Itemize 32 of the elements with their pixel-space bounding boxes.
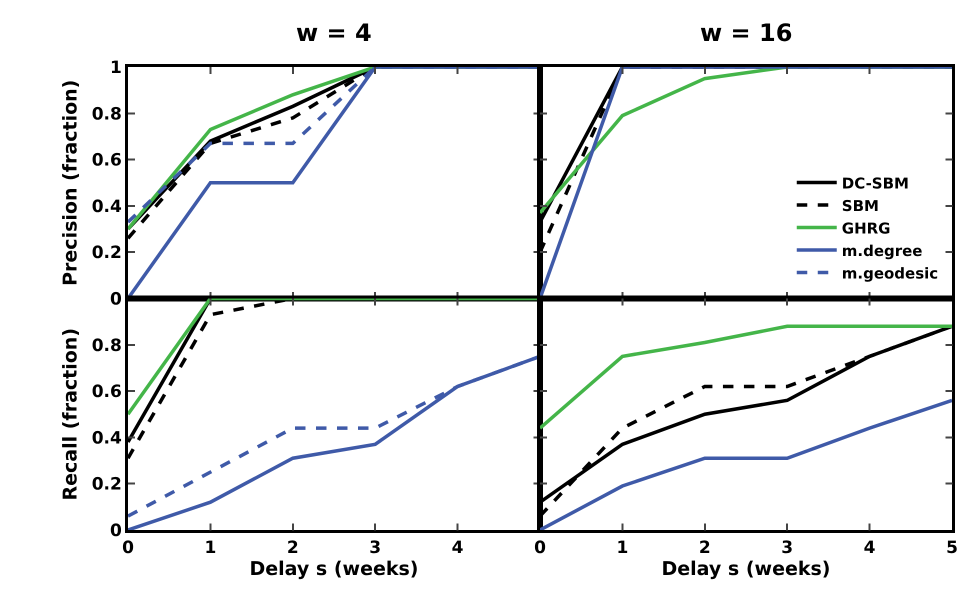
legend-label: GHRG (842, 219, 890, 238)
y-tick-label: 0.8 (92, 104, 122, 124)
y-tick-label: 0.4 (92, 428, 122, 448)
y-axis-title: Precision (fraction) (60, 80, 82, 286)
x-tick-label: 2 (286, 538, 299, 558)
legend-label: m.geodesic (842, 264, 938, 282)
x-tick-label: 5 (946, 538, 958, 558)
y-tick-label: 0.6 (92, 382, 122, 402)
y-tick-label: 0 (110, 520, 122, 541)
x-tick-label: 3 (781, 538, 794, 558)
chart-title: w = 16 (700, 19, 792, 47)
y-tick-label: 0.4 (92, 196, 122, 217)
x-axis-title: Delay s (weeks) (662, 558, 830, 580)
legend-label: m.degree (842, 242, 922, 260)
x-tick-label: 4 (452, 538, 464, 558)
y-tick-label: 0.6 (92, 150, 122, 171)
legend-label: SBM (842, 196, 879, 215)
x-tick-label: 1 (616, 538, 628, 558)
chart-title: w = 4 (296, 19, 372, 47)
legend-label: DC-SBM (842, 174, 909, 192)
y-tick-label: 0.2 (92, 243, 122, 264)
x-axis-title: Delay s (weeks) (250, 558, 418, 580)
y-tick-label: 0.2 (92, 474, 122, 495)
y-tick-label: 1 (110, 58, 122, 78)
x-tick-label: 2 (698, 538, 711, 558)
x-tick-label: 3 (369, 538, 382, 558)
y-tick-label: 0 (110, 289, 122, 310)
x-tick-label: 0 (534, 538, 546, 558)
y-tick-label: 0.8 (92, 336, 122, 356)
y-axis-title: Recall (fraction) (60, 328, 82, 501)
x-tick-label: 1 (204, 538, 216, 558)
x-tick-label: 4 (864, 538, 876, 558)
